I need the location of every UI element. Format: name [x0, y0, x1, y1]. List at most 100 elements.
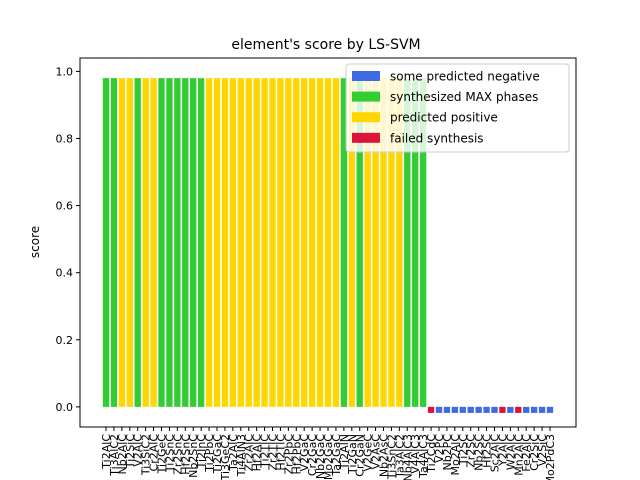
bar-47 — [475, 406, 482, 413]
x-tick-label: V2GeC — [362, 434, 375, 472]
bar-0 — [102, 78, 110, 407]
y-tick-label: 0.2 — [56, 334, 74, 347]
x-tick-label: Mo2PdC3 — [544, 434, 557, 480]
bar-9 — [174, 78, 181, 407]
bar-1 — [110, 78, 118, 407]
bar-3 — [126, 78, 133, 407]
bar-40 — [419, 78, 427, 407]
chart-title: element's score by LS-SVM — [231, 37, 420, 53]
x-tick-label: Nb2PC — [441, 434, 454, 471]
bar-19 — [253, 78, 260, 407]
x-tick-label: Cr2GaN — [354, 434, 367, 477]
x-tick-label: Ti2CdC — [425, 434, 438, 474]
bar-32 — [356, 78, 363, 407]
x-tick-label: Y2AlC — [496, 434, 509, 467]
bar-15 — [221, 78, 229, 407]
x-tick-label: Ti3AlC2 — [108, 434, 121, 477]
x-tick-label: Mo2GaC — [322, 434, 335, 480]
x-tick-label: Zr2TlC — [267, 434, 280, 471]
bar-10 — [182, 78, 189, 407]
x-tick-label: Ta4AlC3 — [417, 434, 430, 479]
bar-50 — [499, 406, 506, 413]
x-tick-label: V2AsC — [370, 434, 383, 470]
bar-24 — [293, 78, 300, 407]
bar-48 — [483, 406, 490, 413]
x-tick-label: Nb2GaC — [314, 434, 327, 479]
x-tick-label: Hf2SC — [481, 434, 494, 468]
bar-17 — [237, 78, 244, 407]
x-tick-label: Zr2SC — [465, 434, 478, 468]
y-tick-label: 0.6 — [56, 200, 74, 213]
x-tick-label: Ti2AlN — [338, 434, 351, 470]
bar-18 — [245, 78, 252, 407]
legend-swatch-failed — [352, 132, 380, 143]
x-tick-label: V4AlC3 — [409, 434, 422, 474]
bar-35 — [380, 78, 387, 407]
bar-16 — [229, 78, 237, 407]
x-tick-label: Ti3GeC2 — [219, 434, 232, 480]
legend-swatch-synthesized — [352, 91, 380, 102]
legend-label-negative: some predicted negative — [390, 70, 540, 84]
bar-31 — [348, 78, 355, 407]
y-tick-label: 1.0 — [56, 65, 74, 78]
y-tick-label: 0.4 — [56, 267, 74, 280]
bar-25 — [301, 78, 308, 407]
bar-23 — [285, 78, 292, 407]
bar-8 — [166, 78, 173, 407]
x-tick-label: Ti2AlC — [100, 434, 113, 470]
bar-41 — [427, 406, 435, 413]
bar-20 — [261, 78, 268, 407]
x-tick-label: Nb4AlC3 — [401, 434, 414, 480]
x-tick-label: Ti2TlC — [259, 434, 272, 469]
x-tick-label: Ti4AlN3 — [235, 434, 248, 477]
legend-box — [345, 63, 570, 153]
x-tick-label: Zr2SnC — [171, 434, 184, 475]
legend-swatch-negative — [352, 71, 380, 81]
x-tick-label: Ti3SnC2 — [385, 434, 398, 480]
x-tick-label: Hf2PbC — [290, 434, 303, 475]
x-tick-label: Cr2GaC — [306, 434, 319, 476]
bar-56 — [546, 406, 554, 413]
x-tick-label: Zr2AlC — [243, 434, 256, 472]
x-tick-label: V2GaC — [298, 434, 311, 472]
legend-label-positive: predicted positive — [390, 111, 498, 125]
legend: some predicted negative synthesized MAX p… — [345, 63, 570, 153]
x-tick-label: W2AlC — [504, 434, 517, 470]
x-tick-label: Ti2GeC — [156, 434, 169, 475]
x-tick-label: Mo2AlC — [449, 434, 462, 476]
bar-27 — [316, 78, 324, 407]
x-tick-label: Cr2AlC — [148, 434, 161, 472]
y-tick-label: 0.0 — [56, 401, 74, 414]
x-tick-label: Ti2SiC — [124, 434, 137, 469]
bar-5 — [142, 78, 149, 407]
x-tick-label: Nb2AlC — [116, 434, 129, 475]
legend-label-failed: failed synthesis — [390, 131, 484, 145]
bar-43 — [443, 406, 451, 413]
bar-51 — [507, 406, 514, 413]
x-axis: Ti2AlCTi3AlC2Nb2AlCTi2SiCV2AlCTi3SiC2Cr2… — [100, 427, 557, 480]
x-tick-label: Ta3AlC2 — [393, 434, 406, 479]
bar-4 — [134, 78, 141, 407]
bar-46 — [467, 406, 474, 413]
y-axis: 0.0 0.2 0.4 0.6 0.8 1.0 — [56, 65, 80, 414]
x-tick-label: Mn2AlC — [512, 434, 525, 476]
bar-22 — [277, 78, 284, 407]
legend-swatch-positive — [352, 112, 380, 123]
bar-29 — [332, 78, 340, 407]
x-tick-label: Ti2SnC — [163, 434, 176, 473]
x-tick-label: Ti2PbC — [203, 434, 216, 473]
x-tick-label: Nb2SC — [473, 434, 486, 471]
x-tick-label: Sc2AlC — [489, 434, 502, 473]
bar-12 — [197, 78, 205, 407]
x-tick-label: Ti2GaC — [211, 434, 224, 475]
bar-7 — [158, 78, 165, 407]
x-tick-label: V2AlC — [132, 434, 145, 467]
x-tick-label: Hf2TlC — [274, 434, 287, 471]
x-tick-label: Ti2SC — [457, 434, 470, 466]
bar-39 — [412, 78, 419, 407]
bar-30 — [340, 78, 348, 407]
y-tick-label: 0.8 — [56, 133, 74, 146]
x-tick-label: Cr2SiC — [528, 434, 541, 471]
x-tick-label: V2SiC — [536, 434, 549, 467]
